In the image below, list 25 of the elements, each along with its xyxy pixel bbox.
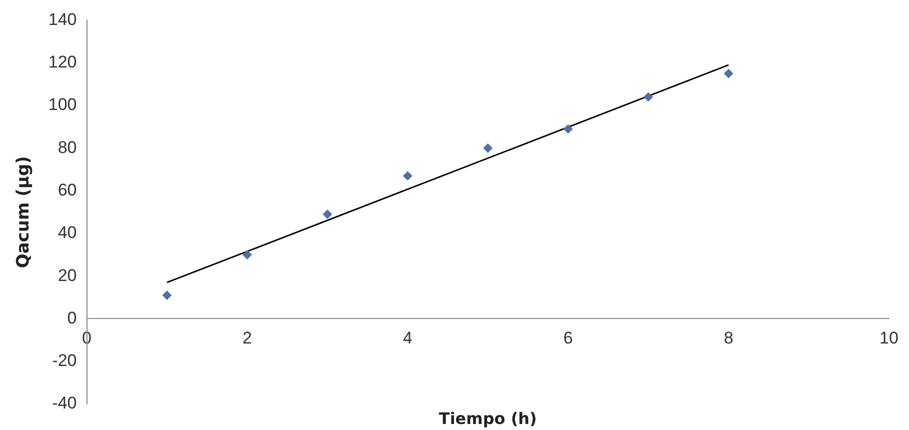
point bbox=[242, 250, 252, 260]
y-tick-label: 80 bbox=[58, 138, 77, 157]
point bbox=[483, 144, 492, 153]
y-tick-label: 20 bbox=[58, 266, 77, 285]
x-tick-label: 6 bbox=[563, 328, 573, 348]
x-tick-label: 4 bbox=[402, 328, 412, 348]
point bbox=[724, 69, 734, 78]
x-tick-label: 8 bbox=[724, 328, 734, 348]
y-tick-label: 60 bbox=[58, 180, 77, 200]
point bbox=[644, 92, 653, 102]
y-tick-label: 120 bbox=[48, 52, 77, 72]
y-tick-label: 100 bbox=[48, 95, 77, 114]
y-tick-label: 140 bbox=[48, 10, 77, 29]
y-tick-label: 0 bbox=[67, 308, 77, 328]
point bbox=[403, 171, 412, 180]
y-tick-label: -20 bbox=[52, 351, 77, 370]
y-axis-title: Qacum (µg) bbox=[14, 156, 34, 268]
x-tick-label: 10 bbox=[880, 328, 898, 348]
x-axis-title: Tiempo (h) bbox=[438, 409, 537, 428]
point bbox=[162, 290, 172, 300]
x-tick-label: 2 bbox=[242, 328, 252, 348]
point bbox=[322, 210, 332, 219]
point bbox=[564, 124, 573, 134]
y-tick-label: -40 bbox=[52, 394, 77, 413]
y-tick-label: 40 bbox=[58, 223, 77, 242]
